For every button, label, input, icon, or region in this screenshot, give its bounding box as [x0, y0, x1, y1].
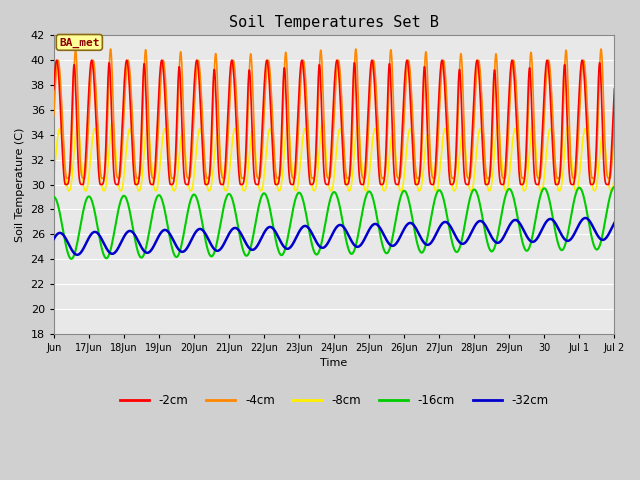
-16cm: [611, 184, 618, 190]
-8cm: [511, 126, 518, 132]
-2cm: [611, 86, 618, 92]
-2cm: [468, 128, 476, 133]
Title: Soil Temperatures Set B: Soil Temperatures Set B: [229, 15, 439, 30]
-8cm: [386, 146, 394, 152]
-4cm: [387, 51, 394, 57]
-8cm: [608, 188, 616, 193]
-16cm: [468, 189, 476, 194]
-4cm: [50, 113, 58, 119]
-4cm: [255, 176, 263, 181]
-16cm: [264, 198, 272, 204]
-8cm: [264, 133, 272, 139]
-16cm: [511, 200, 518, 206]
-16cm: [50, 194, 58, 200]
-2cm: [415, 180, 422, 186]
-16cm: [387, 244, 394, 250]
-16cm: [415, 245, 422, 251]
-32cm: [264, 225, 272, 230]
-4cm: [264, 57, 272, 63]
-4cm: [152, 168, 159, 174]
Line: -4cm: -4cm: [54, 49, 614, 179]
-8cm: [415, 187, 422, 193]
-32cm: [50, 236, 58, 242]
-4cm: [415, 175, 422, 181]
-2cm: [387, 68, 394, 73]
Line: -2cm: -2cm: [54, 60, 614, 185]
-32cm: [74, 252, 81, 258]
-32cm: [582, 215, 589, 221]
Text: BA_met: BA_met: [59, 37, 100, 48]
-32cm: [611, 220, 618, 226]
-2cm: [264, 65, 272, 71]
-4cm: [468, 151, 476, 157]
-32cm: [387, 242, 394, 248]
-2cm: [52, 57, 60, 63]
-32cm: [468, 228, 476, 234]
Line: -16cm: -16cm: [54, 187, 614, 259]
Line: -8cm: -8cm: [54, 122, 614, 191]
-4cm: [107, 46, 115, 52]
-2cm: [152, 151, 160, 157]
-2cm: [511, 87, 519, 93]
-32cm: [415, 230, 422, 236]
-16cm: [67, 256, 75, 262]
Line: -32cm: -32cm: [54, 218, 614, 255]
-32cm: [152, 239, 159, 245]
-2cm: [132, 182, 140, 188]
-32cm: [511, 217, 518, 223]
Y-axis label: Soil Temperature (C): Soil Temperature (C): [15, 127, 25, 242]
-4cm: [611, 113, 618, 119]
-8cm: [50, 173, 58, 179]
-2cm: [50, 86, 58, 92]
-4cm: [511, 65, 519, 71]
-8cm: [611, 173, 618, 179]
Legend: -2cm, -4cm, -8cm, -16cm, -32cm: -2cm, -4cm, -8cm, -16cm, -32cm: [115, 389, 554, 411]
-16cm: [152, 197, 159, 203]
-8cm: [152, 188, 159, 193]
-8cm: [529, 120, 536, 125]
-8cm: [468, 187, 476, 193]
X-axis label: Time: Time: [321, 359, 348, 368]
